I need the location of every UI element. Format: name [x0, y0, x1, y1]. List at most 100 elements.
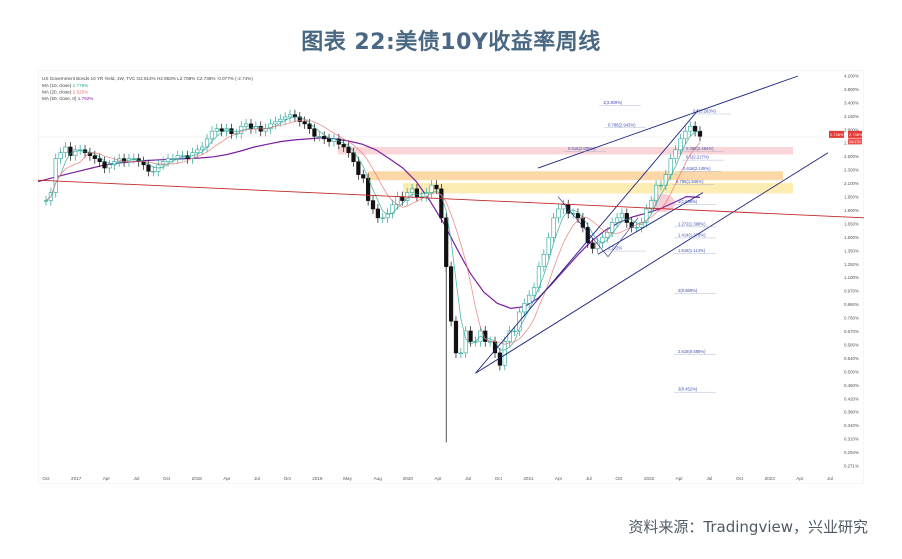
- abc-leg-2: [607, 217, 639, 257]
- candle-body: [322, 135, 327, 140]
- candle-body: [507, 330, 512, 342]
- y-tick-label: 2.300%: [844, 168, 859, 173]
- last-price-time: 14:17h: [849, 140, 861, 144]
- fib-level-label: 2(0.869%): [678, 288, 698, 293]
- last-price-label: 2.738%: [830, 132, 844, 137]
- y-tick-label: 0.380%: [844, 410, 859, 415]
- x-tick-label: Jul: [586, 476, 592, 481]
- yield-chart: 1(3.309%) 0.786(2.943%) 0.618(2.605%) 0.5(3…: [37, 69, 865, 485]
- last-price-box: [848, 130, 862, 138]
- x-tick-label: Apr: [434, 476, 442, 481]
- candle-body: [97, 158, 102, 162]
- fib-level-label: 2.618(0.588%): [678, 349, 706, 354]
- y-tick-label: 1.500%: [844, 235, 859, 240]
- support-zone-orange: [368, 171, 783, 181]
- channel-lower-line: [475, 152, 829, 374]
- candle-body: [287, 114, 293, 118]
- candle-body: [146, 164, 151, 172]
- candle-body: [356, 161, 361, 175]
- x-tick-label: Aug: [374, 476, 383, 481]
- candle-body: [697, 130, 703, 137]
- candle-body: [556, 208, 561, 219]
- candle-body: [326, 138, 332, 142]
- candle-body: [551, 217, 556, 238]
- page-title: 图表 22:美债10Y收益率周线: [301, 30, 601, 55]
- ma-legend-label: MA (20, close) 2.525%: [42, 90, 88, 95]
- candle-body: [429, 184, 434, 193]
- candle-body: [502, 341, 507, 366]
- channel-upper-line: [475, 110, 699, 374]
- candle-body: [361, 174, 366, 179]
- x-tick-label: Apr: [223, 476, 231, 481]
- x-tick-label: Jul: [465, 476, 471, 481]
- candle-body: [195, 149, 200, 153]
- candle-body: [458, 352, 463, 354]
- candle-body: [448, 266, 454, 322]
- ma20-line: [45, 119, 701, 345]
- x-tick-label: 2023: [765, 476, 776, 481]
- candle-body: [170, 158, 175, 160]
- x-tick-label: Oct: [42, 476, 50, 481]
- candle-body: [439, 188, 444, 219]
- x-tick-label: 2021: [523, 476, 534, 481]
- candle-body: [522, 303, 527, 313]
- candle-body: [307, 123, 312, 130]
- candle-body: [102, 161, 107, 169]
- ma-legend-value: 2.525%: [73, 90, 89, 95]
- fib-level-label: 1.414(1.278%): [678, 232, 706, 237]
- channel-upper-extension: [537, 75, 799, 169]
- x-tick-label: Jul: [254, 476, 260, 481]
- y-tick-label: 1.800%: [844, 208, 859, 213]
- candle-body: [531, 287, 537, 296]
- y-tick-label: 2.900%: [844, 127, 859, 132]
- fib-level-label: 0.786(2.943%): [608, 122, 636, 127]
- candle-body: [151, 170, 156, 173]
- y-tick-label: 3.400%: [844, 100, 859, 105]
- x-tick-label: 2022: [644, 476, 655, 481]
- x-tick-label: 2020: [403, 476, 414, 481]
- y-tick-label: 0.500%: [844, 369, 859, 374]
- candle-body: [209, 130, 215, 140]
- y-tick-label: 1.100%: [844, 275, 859, 280]
- y-tick-label: 1.350%: [844, 248, 859, 253]
- candle-body: [317, 135, 322, 138]
- candle-body: [590, 242, 595, 249]
- candle-body: [268, 123, 273, 130]
- candle-body: [200, 146, 205, 151]
- candle-body: [546, 237, 551, 255]
- fib-level-label: 0.5(3.283%): [693, 108, 716, 113]
- fib-level-label: 1.272%: [608, 246, 622, 251]
- y-tick-label: 0.294%: [844, 450, 859, 455]
- candle-body: [688, 125, 693, 132]
- x-tick-label: Apr: [103, 476, 111, 481]
- candle-body: [380, 217, 385, 219]
- fib-level-label: 0.618(2.145%): [683, 166, 711, 171]
- candle-body: [43, 200, 49, 202]
- candle-body: [283, 116, 288, 120]
- short-trend-line: [597, 192, 704, 255]
- candle-body: [678, 138, 683, 151]
- last-price-badge: [829, 130, 844, 138]
- candle-body: [68, 146, 73, 156]
- candle-body: [92, 155, 97, 159]
- ma-legend-label: MA (10, close) 2.779%: [42, 83, 88, 88]
- candle-body: [658, 184, 664, 187]
- candle-body: [468, 330, 473, 342]
- y-tick-label: 3.800%: [844, 87, 859, 92]
- ma-legend-value: 2.779%: [73, 83, 89, 88]
- y-tick-label: 0.310%: [844, 437, 859, 442]
- x-tick-label: 2019: [312, 476, 323, 481]
- y-tick-label: 1.250%: [844, 262, 859, 267]
- candle-body: [351, 152, 356, 162]
- abc-leg-1: [557, 196, 609, 257]
- x-tick-label: Jul: [134, 476, 140, 481]
- candle-body: [341, 143, 346, 148]
- x-tick-label: Jul: [827, 476, 833, 481]
- candle-body: [614, 217, 620, 223]
- fib-level-label: 0.786(1.946%): [676, 179, 704, 184]
- fib-level-label: 3(0.452%): [678, 387, 698, 392]
- y-tick-label: 0.760%: [844, 316, 859, 321]
- candle-body: [161, 161, 166, 166]
- y-tick-label: 0.670%: [844, 329, 859, 334]
- x-tick-label: 2018: [192, 476, 203, 481]
